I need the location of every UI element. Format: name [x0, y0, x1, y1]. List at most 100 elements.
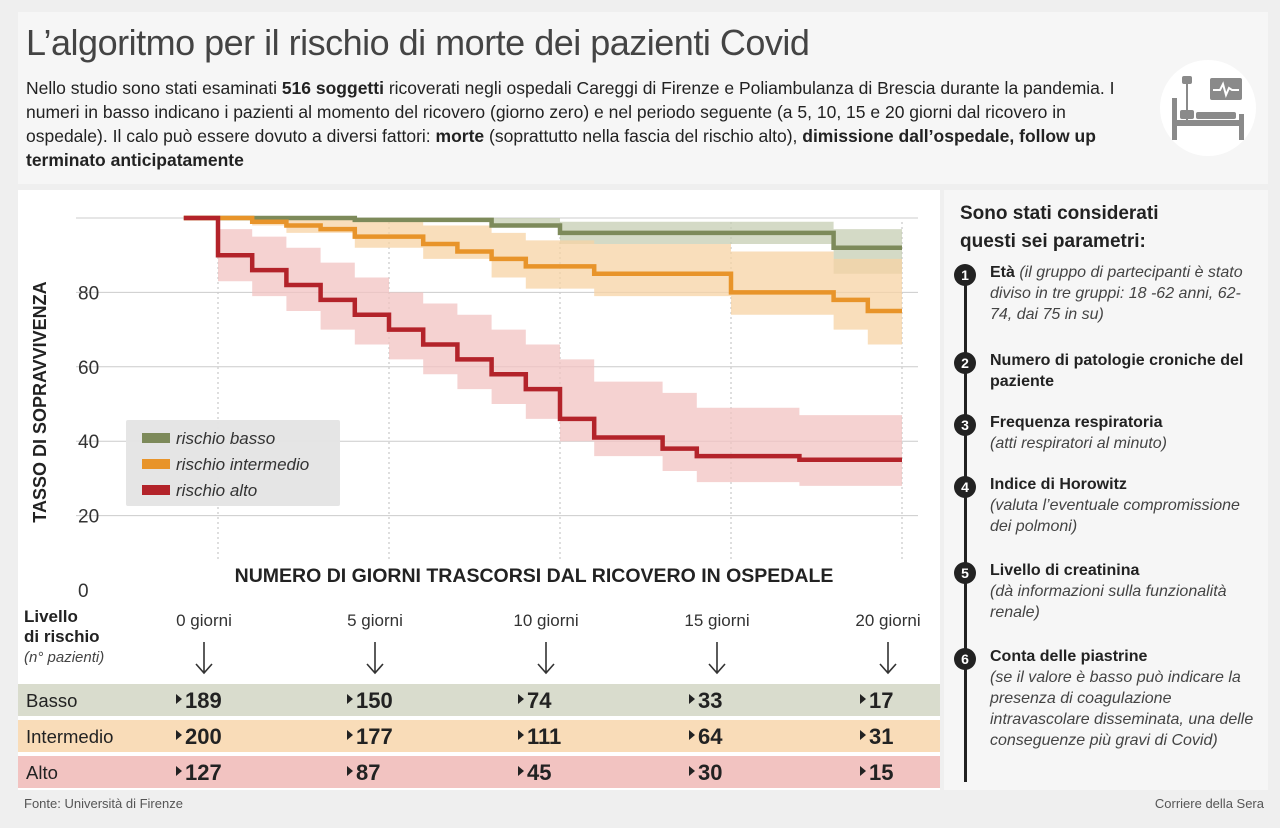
play-marker-icon	[860, 766, 866, 776]
param-desc: (dà informazioni sulla funzionalità rena…	[990, 583, 1227, 621]
param-desc: (il gruppo di partecipanti è stato divis…	[990, 264, 1243, 323]
risk-count: 74	[527, 688, 552, 713]
param-desc: (valuta l’eventuale compromissione dei p…	[990, 497, 1240, 535]
play-marker-icon	[176, 730, 182, 740]
y-axis-label: TASSO DI SOPRAVVIVENZA	[30, 281, 50, 522]
risk-count: 127	[185, 760, 222, 785]
legend-swatch	[142, 459, 170, 469]
param-name: Conta delle piastrine	[990, 648, 1148, 665]
risk-count: 177	[356, 724, 393, 749]
param-number-badge: 2	[954, 352, 976, 374]
param-name: Età	[990, 264, 1015, 281]
credit-note: Corriere della Sera	[1154, 796, 1264, 811]
legend-label: rischio alto	[176, 481, 257, 500]
param-number-badge: 4	[954, 476, 976, 498]
y-tick-label: 80	[78, 283, 99, 304]
risk-count: 111	[527, 724, 561, 749]
params-title: Sono stati considerati questi sei parame…	[960, 200, 1260, 256]
params-title-line1: Sono stati considerati	[960, 203, 1159, 224]
param-item-2: 2 Numero di patologie croniche del pazien…	[954, 350, 1260, 392]
chart-panel: 0 20 40 60 80 TASSO DI SOPRAVVIVENZA rischio b…	[18, 190, 940, 790]
y-tick-label: 60	[78, 358, 99, 379]
ci-band-1	[183, 218, 903, 345]
param-item-1: 1 Età (il gruppo di partecipanti è stato …	[954, 262, 1260, 325]
series-line-1	[183, 215, 902, 314]
risk-row-bg	[18, 756, 940, 788]
header: L’algoritmo per il rischio di morte dei …	[18, 12, 1268, 184]
risk-count: 189	[185, 688, 222, 713]
risk-count: 15	[869, 760, 893, 785]
y-tick-label: 0	[78, 581, 89, 602]
series-line-2	[183, 215, 902, 463]
play-marker-icon	[860, 730, 866, 740]
legend-swatch	[142, 433, 170, 443]
series-line-0	[183, 215, 902, 251]
risk-count: 200	[185, 724, 222, 749]
play-marker-icon	[347, 694, 353, 704]
risk-table-header: di rischio	[24, 627, 100, 646]
risk-count: 45	[527, 760, 551, 785]
x-tick-label: 0 giorni	[176, 611, 232, 630]
intro-part-5: dimissione dall’ospedale, follow up term…	[26, 126, 1096, 170]
risk-count: 33	[698, 688, 722, 713]
timeline-line	[964, 282, 967, 782]
legend-label: rischio intermedio	[176, 455, 309, 474]
ci-band-2	[183, 218, 903, 490]
y-tick-label: 20	[78, 507, 99, 528]
param-number-badge: 1	[954, 264, 976, 286]
play-marker-icon	[176, 766, 182, 776]
x-tick-label: 20 giorni	[855, 611, 920, 630]
down-arrow-icon	[366, 642, 384, 675]
param-number-badge: 5	[954, 562, 976, 584]
risk-count: 150	[356, 688, 393, 713]
param-desc: (se il valore è basso può indicare la pr…	[990, 669, 1254, 749]
down-arrow-icon	[879, 642, 897, 675]
param-item-6: 6 Conta delle piastrine (se il valore è ba…	[954, 646, 1260, 751]
play-marker-icon	[347, 730, 353, 740]
risk-table-subheader: (n° pazienti)	[24, 649, 104, 666]
play-marker-icon	[347, 766, 353, 776]
risk-row-label: Intermedio	[26, 726, 113, 747]
survival-chart: 0 20 40 60 80 TASSO DI SOPRAVVIVENZA rischio b…	[18, 215, 940, 788]
param-desc: (atti respiratori al minuto)	[990, 435, 1167, 452]
down-arrow-icon	[708, 642, 726, 675]
y-tick-label: 40	[78, 432, 99, 453]
params-title-line2: questi sei parametri:	[960, 231, 1146, 252]
risk-row-bg	[18, 720, 940, 752]
risk-count: 64	[698, 724, 723, 749]
param-item-3: 3 Frequenza respiratoria (atti respiratori…	[954, 412, 1260, 454]
param-item-5: 5 Livello di creatinina (dà informazioni s…	[954, 560, 1260, 623]
param-name: Numero di patologie croniche del pazient…	[990, 352, 1244, 390]
down-arrow-icon	[537, 642, 555, 675]
down-arrow-icon	[195, 642, 213, 675]
risk-row-label: Alto	[26, 762, 58, 783]
play-marker-icon	[689, 766, 695, 776]
param-name: Livello di creatinina	[990, 562, 1140, 579]
param-item-4: 4 Indice di Horowitz (valuta l’eventuale c…	[954, 474, 1260, 537]
legend-label: rischio basso	[176, 429, 275, 448]
param-name: Indice di Horowitz	[990, 476, 1127, 493]
risk-row-label: Basso	[26, 690, 77, 711]
risk-count: 30	[698, 760, 722, 785]
param-number-badge: 3	[954, 414, 976, 436]
play-marker-icon	[176, 694, 182, 704]
play-marker-icon	[518, 766, 524, 776]
intro-part-2: ricoverati negli ospedali Careggi di Fir…	[26, 78, 1115, 146]
legend-swatch	[142, 485, 170, 495]
intro-part-3: morte	[435, 126, 485, 146]
play-marker-icon	[518, 694, 524, 704]
param-name: Frequenza respiratoria	[990, 414, 1163, 431]
risk-row-bg	[18, 684, 940, 716]
intro-part-0: Nello studio sono stati esaminati	[26, 78, 282, 98]
risk-count: 17	[869, 688, 893, 713]
page-title: L’algoritmo per il rischio di morte dei …	[26, 22, 810, 63]
params-panel: Sono stati considerati questi sei parame…	[944, 190, 1268, 790]
source-note: Fonte: Università di Firenze	[24, 796, 183, 811]
x-tick-label: 5 giorni	[347, 611, 403, 630]
risk-table-header: Livello	[24, 607, 78, 626]
legend-box	[126, 420, 340, 506]
intro-part-1: 516 soggetti	[281, 78, 384, 98]
play-marker-icon	[689, 730, 695, 740]
risk-count: 87	[356, 760, 380, 785]
intro-part-4: (soprattutto nella fascia del rischio al…	[484, 126, 803, 146]
